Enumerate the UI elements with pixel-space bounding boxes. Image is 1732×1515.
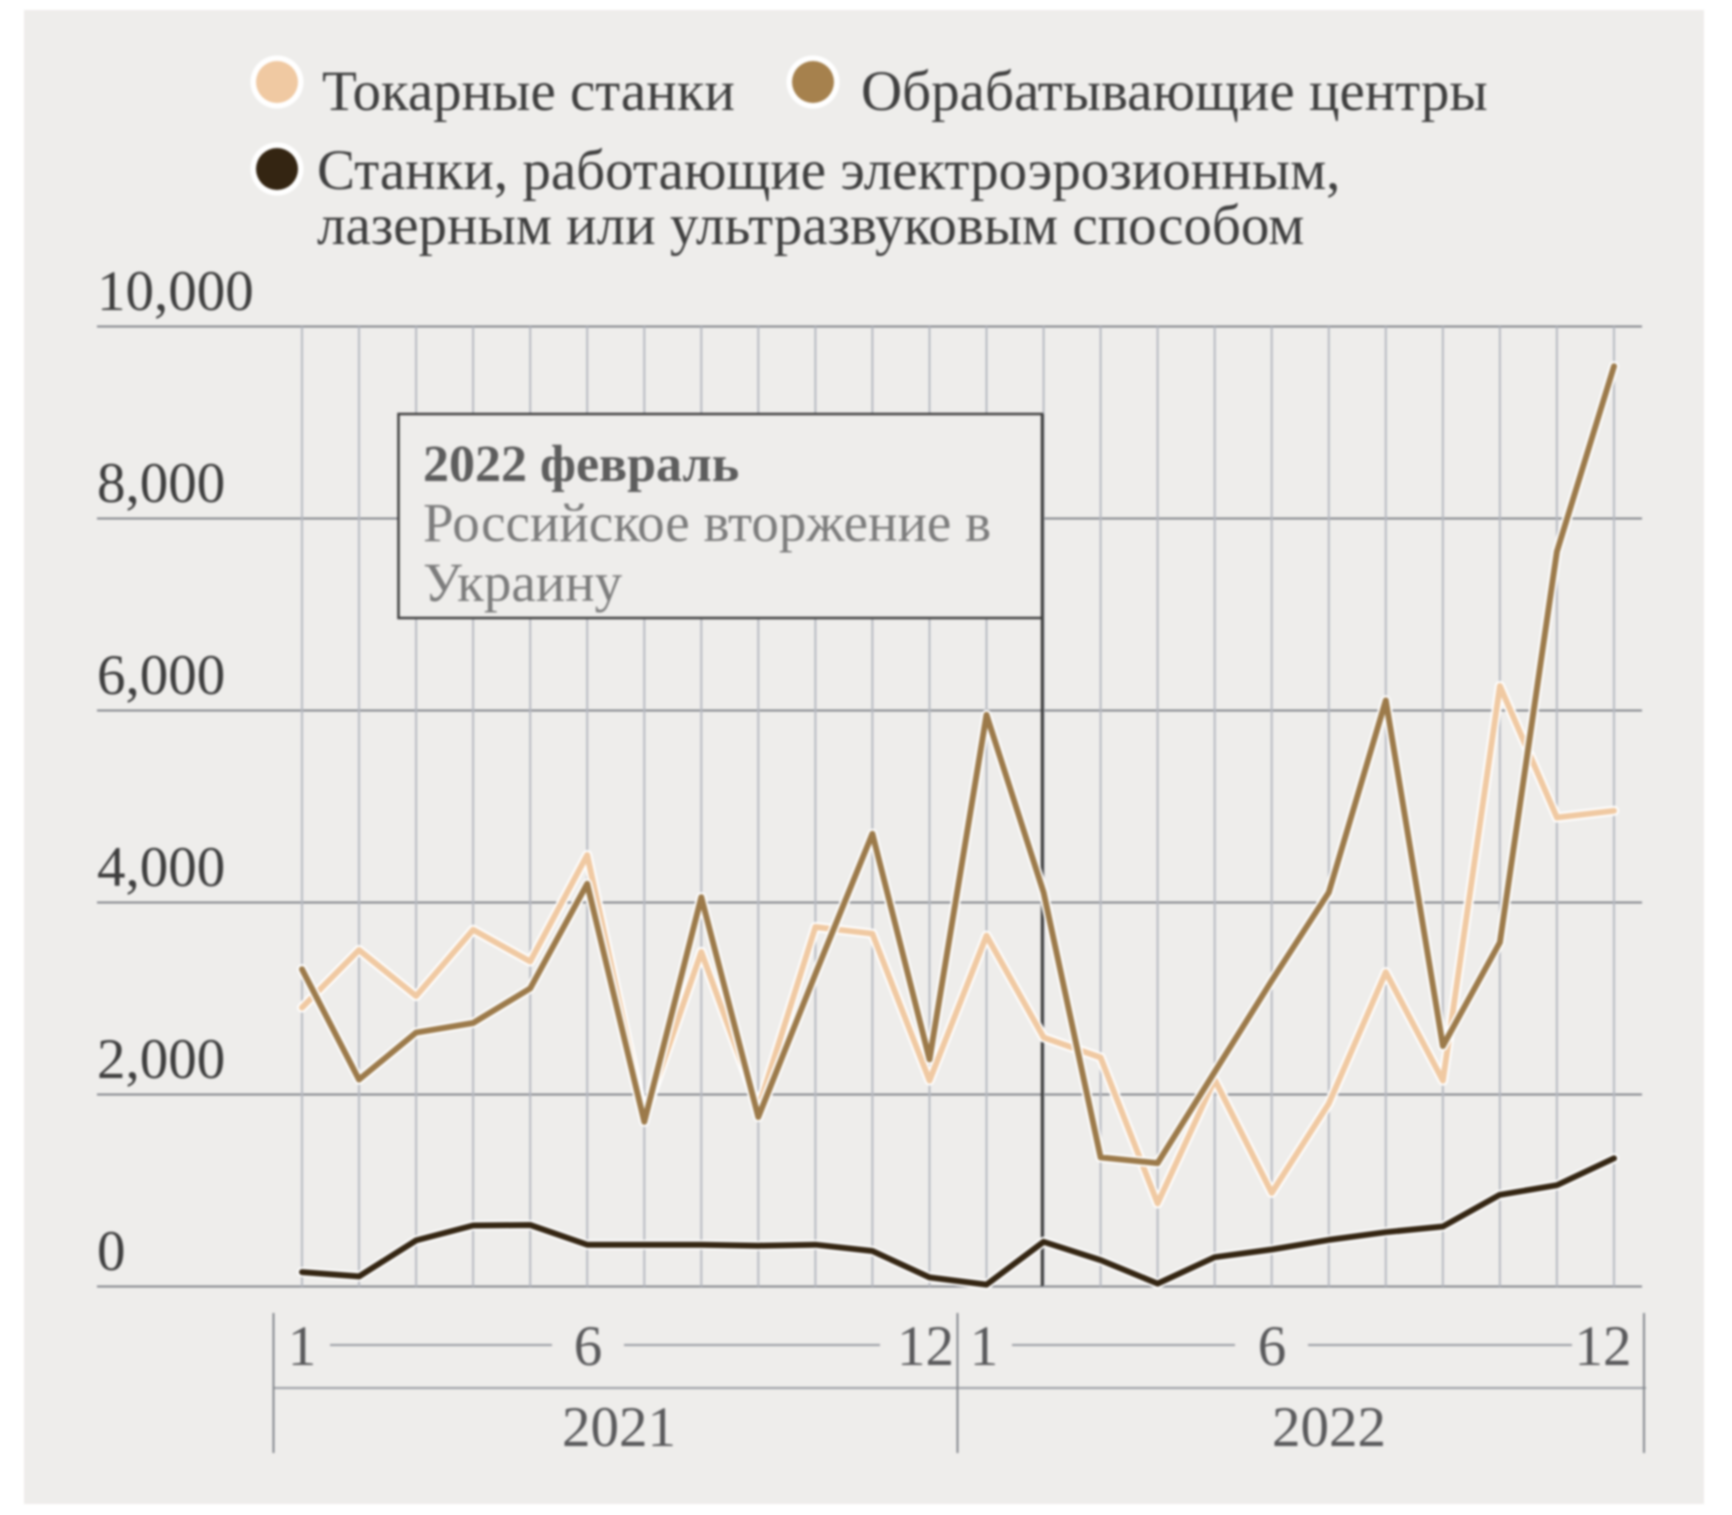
svg-text:6: 6 xyxy=(574,1315,603,1378)
svg-text:12: 12 xyxy=(897,1315,954,1378)
svg-text:Обрабатывающие центры: Обрабатывающие центры xyxy=(861,60,1488,123)
svg-text:лазерным или ультразвуковым сп: лазерным или ультразвуковым способом xyxy=(317,194,1304,257)
svg-text:1: 1 xyxy=(288,1315,317,1378)
svg-text:2022 февраль: 2022 февраль xyxy=(423,436,739,493)
svg-text:2022: 2022 xyxy=(1272,1396,1386,1459)
svg-text:1: 1 xyxy=(970,1315,999,1378)
svg-text:6,000: 6,000 xyxy=(97,644,225,707)
svg-text:Станки, работающие электроэроз: Станки, работающие электроэрозионным, xyxy=(317,139,1340,202)
svg-text:0: 0 xyxy=(97,1220,126,1283)
svg-text:2,000: 2,000 xyxy=(97,1028,225,1091)
svg-text:Российское вторжение в: Российское вторжение в xyxy=(423,492,991,553)
svg-text:6: 6 xyxy=(1258,1315,1287,1378)
svg-text:8,000: 8,000 xyxy=(97,452,225,515)
svg-text:2021: 2021 xyxy=(562,1396,676,1459)
svg-text:12: 12 xyxy=(1575,1315,1632,1378)
svg-text:10,000: 10,000 xyxy=(97,260,254,323)
svg-text:Токарные станки: Токарные станки xyxy=(322,60,735,123)
svg-text:4,000: 4,000 xyxy=(97,836,225,899)
svg-text:Украину: Украину xyxy=(423,552,623,613)
